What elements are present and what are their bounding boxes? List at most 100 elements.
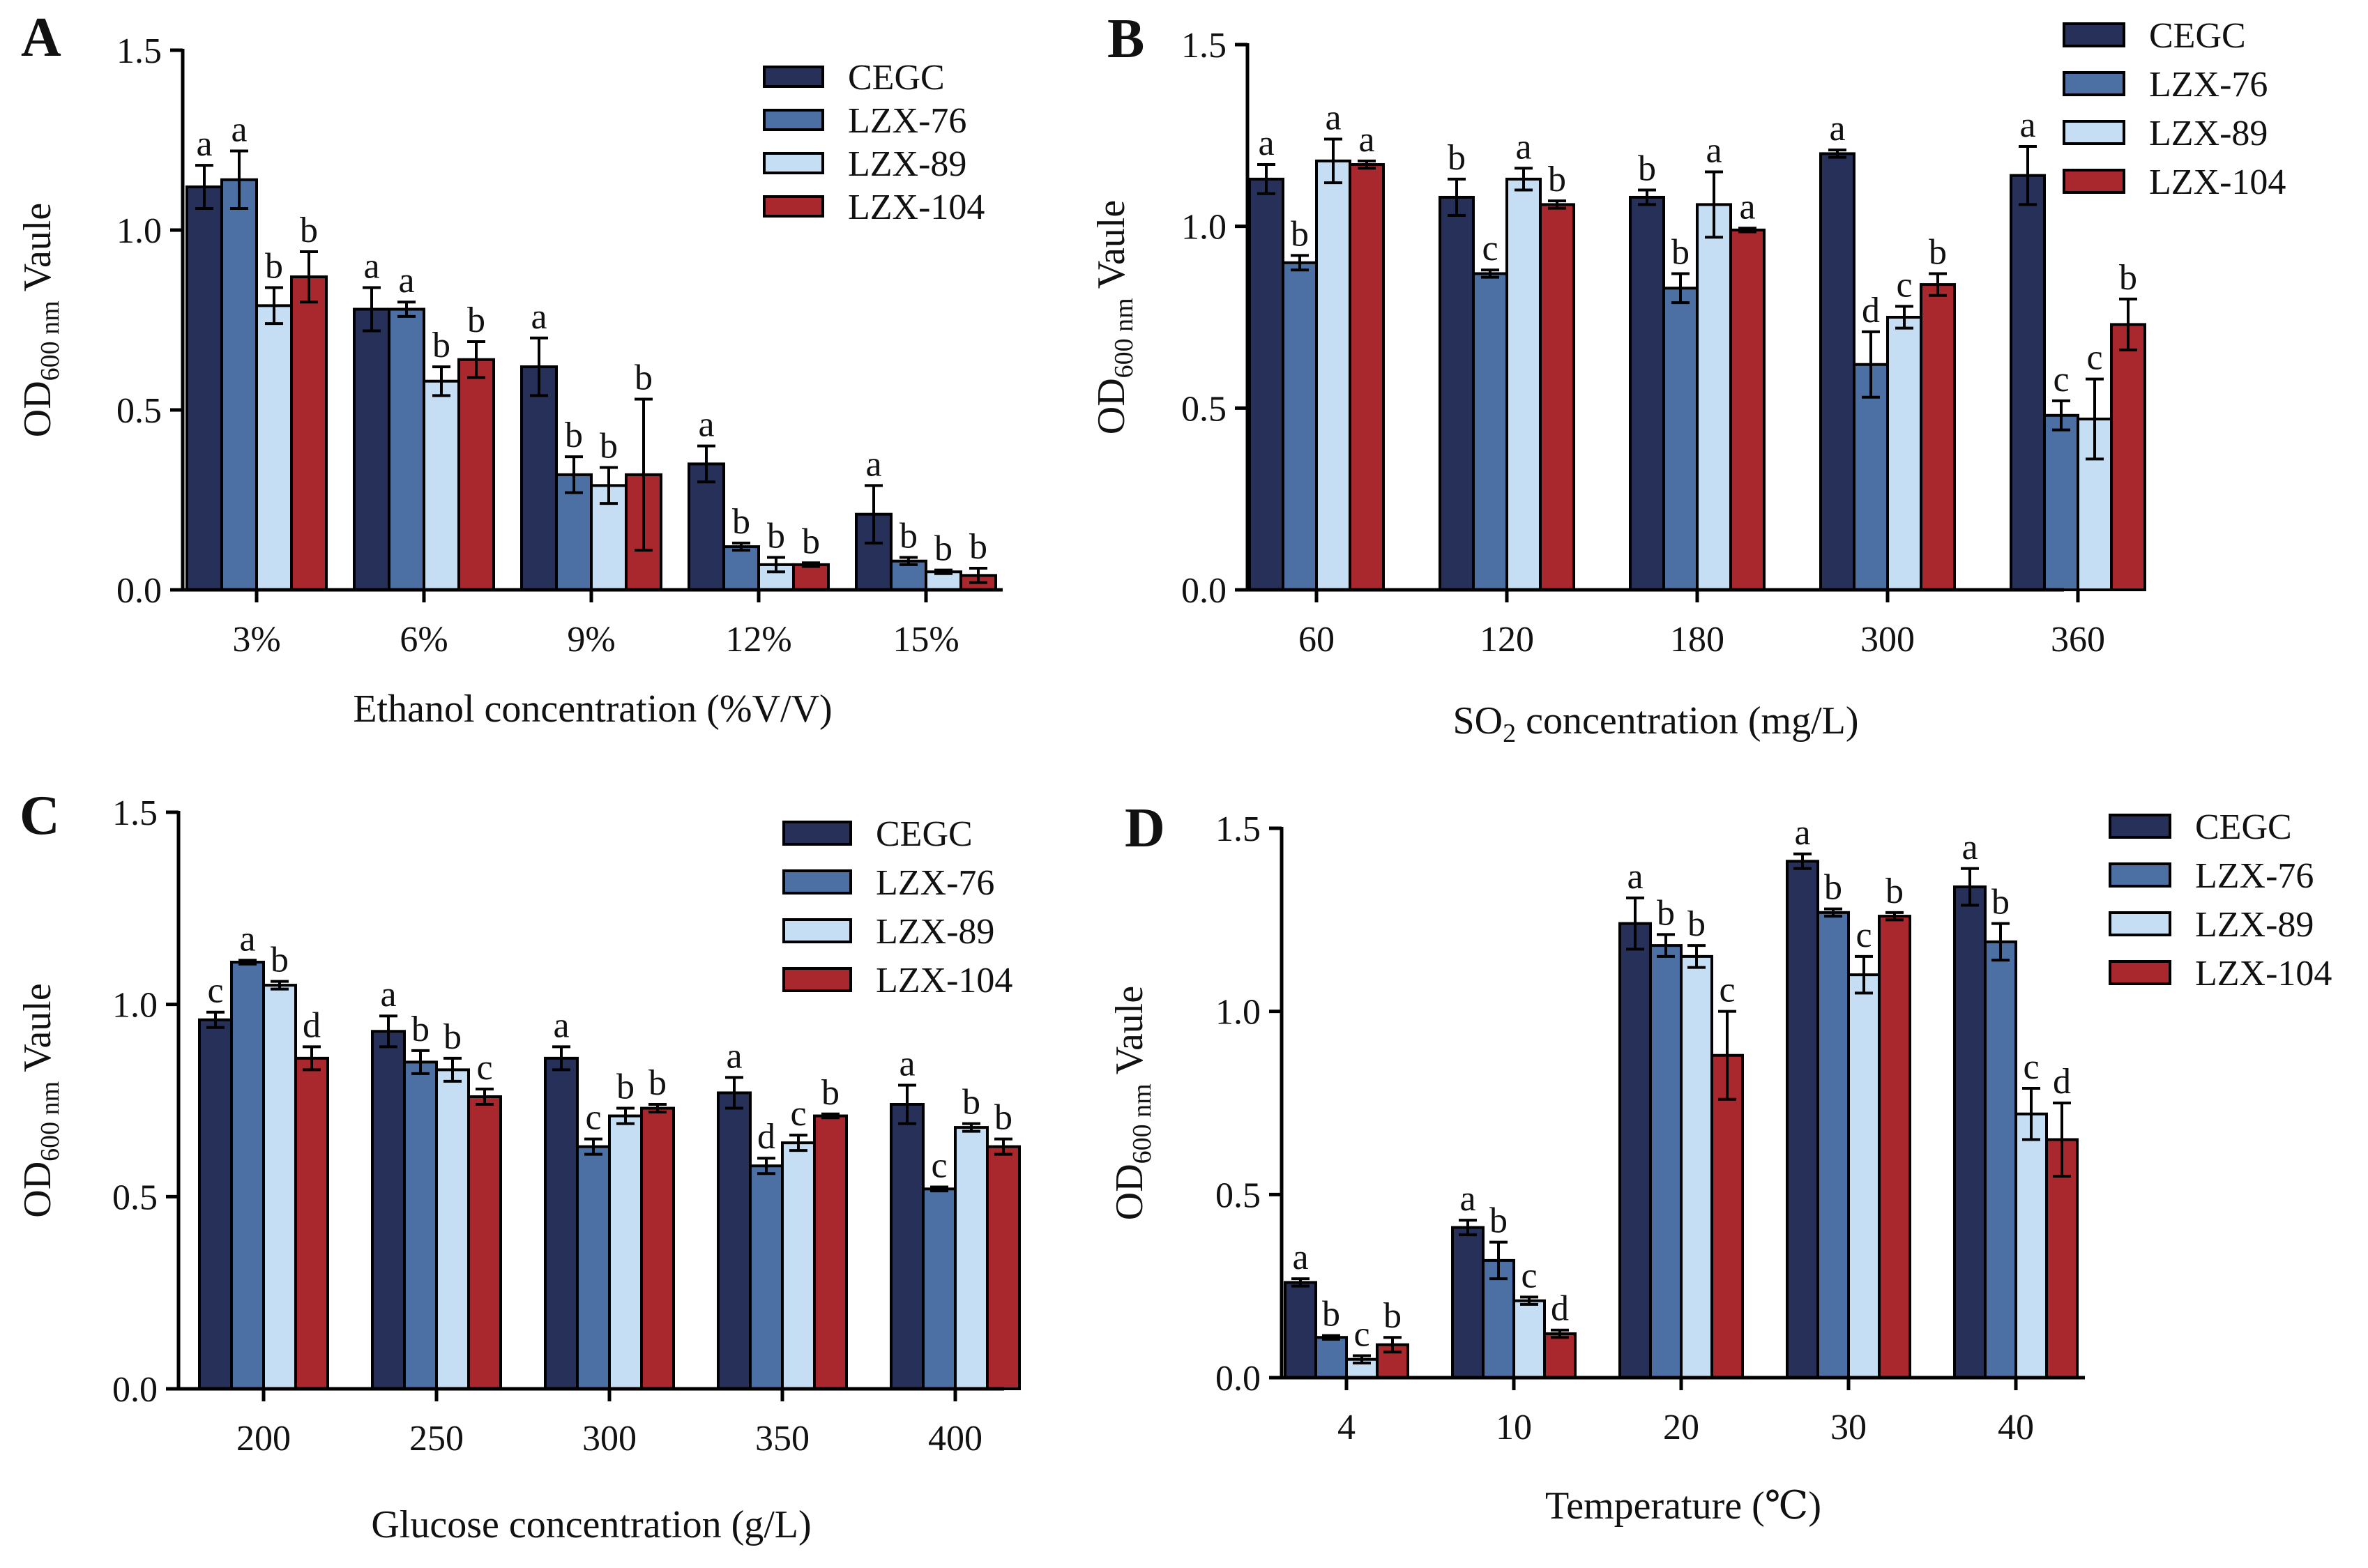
x-tick-label: 40 xyxy=(1998,1408,2034,1447)
error-bar xyxy=(1358,159,1376,170)
y-axis-title-main: OD xyxy=(16,1162,59,1218)
error-bar xyxy=(363,286,381,333)
error-bar xyxy=(552,1045,570,1072)
bar-cegc xyxy=(353,307,390,591)
significance-letter: c xyxy=(1353,1314,1369,1354)
y-axis-title: OD600 nm Vaule xyxy=(1090,200,1139,434)
error-bar xyxy=(379,1014,397,1049)
significance-letter: c xyxy=(2086,338,2102,378)
error-bar xyxy=(1793,852,1812,870)
legend-label-lzx-76: LZX-76 xyxy=(848,101,966,141)
significance-letter: b xyxy=(300,211,318,250)
significance-letter: b xyxy=(635,358,653,398)
error-bar xyxy=(898,1083,916,1125)
error-bar xyxy=(2086,377,2104,461)
bar-lzx-104 xyxy=(457,358,495,591)
significance-letter: b xyxy=(1383,1296,1402,1336)
error-bar xyxy=(616,1106,635,1125)
error-bar xyxy=(1929,272,1947,297)
error-bar xyxy=(900,556,918,566)
significance-letter: b xyxy=(1991,883,2010,922)
significance-letter: a xyxy=(1258,123,1274,163)
bar-lzx-76 xyxy=(1984,940,2017,1380)
bar-lzx-76 xyxy=(388,307,425,591)
bar-lzx-104 xyxy=(467,1095,502,1391)
significance-letter: c xyxy=(931,1146,947,1186)
bar-cegc xyxy=(1819,152,1855,591)
bar-lzx-89 xyxy=(1696,203,1732,591)
significance-letter: a xyxy=(380,975,396,1014)
legend-label-lzx-76: LZX-76 xyxy=(2149,65,2268,105)
bar-lzx-104 xyxy=(1349,163,1385,592)
significance-letter: b xyxy=(732,502,750,542)
legend-swatch-lzx-76 xyxy=(2063,71,2125,96)
error-bar xyxy=(934,568,952,575)
significance-letter: b xyxy=(443,1017,462,1057)
y-tick-label: 1.0 xyxy=(112,986,158,1026)
significance-letter: a xyxy=(1961,828,1978,867)
error-bar xyxy=(635,397,653,552)
bar-lzx-76 xyxy=(220,178,258,591)
bar-lzx-76 xyxy=(749,1164,784,1391)
error-bar xyxy=(1991,922,2010,962)
error-bar xyxy=(1489,1240,1508,1281)
significance-letter: b xyxy=(600,427,618,466)
error-bar xyxy=(725,1076,743,1110)
significance-letter: a xyxy=(531,297,547,337)
bar-lzx-104 xyxy=(792,563,830,592)
legend-label-cegc: CEGC xyxy=(848,58,945,98)
y-tick-label: 0.5 xyxy=(116,391,162,431)
significance-letter: a xyxy=(1829,109,1845,149)
x-axis-title: Temperature (℃) xyxy=(1545,1484,1821,1528)
bar-lzx-89 xyxy=(1505,177,1542,592)
error-bar xyxy=(1353,1354,1371,1364)
y-axis-title-rest: Vaule xyxy=(16,203,59,301)
significance-letter: b xyxy=(1322,1295,1340,1334)
bar-lzx-104 xyxy=(290,275,328,591)
error-bar xyxy=(584,1137,602,1156)
bar-lzx-104 xyxy=(986,1145,1021,1391)
legend-swatch-lzx-104 xyxy=(763,195,824,218)
error-bar xyxy=(2052,399,2070,432)
x-tick-label: 360 xyxy=(2051,620,2105,660)
x-tick-label: 60 xyxy=(1298,620,1335,660)
significance-letter: b xyxy=(969,527,987,567)
legend-label-lzx-104: LZX-104 xyxy=(2149,162,2286,202)
error-bar xyxy=(962,1122,980,1133)
error-bar xyxy=(1862,330,1880,399)
legend-swatch-cegc xyxy=(782,821,852,846)
significance-letter: c xyxy=(1482,229,1498,268)
significance-letter: d xyxy=(303,1005,321,1045)
error-bar xyxy=(1481,268,1499,279)
bar-lzx-76 xyxy=(1649,944,1683,1379)
y-axis-title-rest: Vaule xyxy=(1108,986,1151,1084)
bar-lzx-76 xyxy=(1314,1336,1348,1380)
y-tick-label: 1.0 xyxy=(1215,993,1261,1033)
error-bar xyxy=(1718,1010,1736,1101)
significance-letter: b xyxy=(411,1010,430,1049)
bar-cegc xyxy=(1451,1226,1485,1379)
x-tick-label: 12% xyxy=(725,620,791,660)
y-axis-title: OD600 nm Vaule xyxy=(16,203,65,437)
significance-letter: b xyxy=(265,247,283,287)
error-bar xyxy=(789,1134,807,1152)
bar-cegc xyxy=(1248,177,1284,592)
error-bar xyxy=(1885,911,1904,922)
x-tick-label: 200 xyxy=(236,1419,291,1459)
bar-lzx-104 xyxy=(2045,1138,2079,1379)
bar-cegc xyxy=(2010,174,2046,591)
bar-lzx-76 xyxy=(722,545,760,592)
significance-letter: b xyxy=(1291,214,1309,254)
legend-label-lzx-76: LZX-76 xyxy=(876,863,994,903)
error-bar xyxy=(530,336,548,397)
x-tick-label: 180 xyxy=(1670,620,1724,660)
significance-letter: b xyxy=(1548,160,1566,199)
error-bar xyxy=(1855,954,1873,995)
bar-lzx-76 xyxy=(230,961,265,1390)
bar-lzx-89 xyxy=(781,1141,816,1390)
y-axis-title-subscript: 600 nm xyxy=(1109,298,1139,378)
significance-letter: a xyxy=(1794,813,1810,853)
error-bar xyxy=(1448,177,1466,218)
